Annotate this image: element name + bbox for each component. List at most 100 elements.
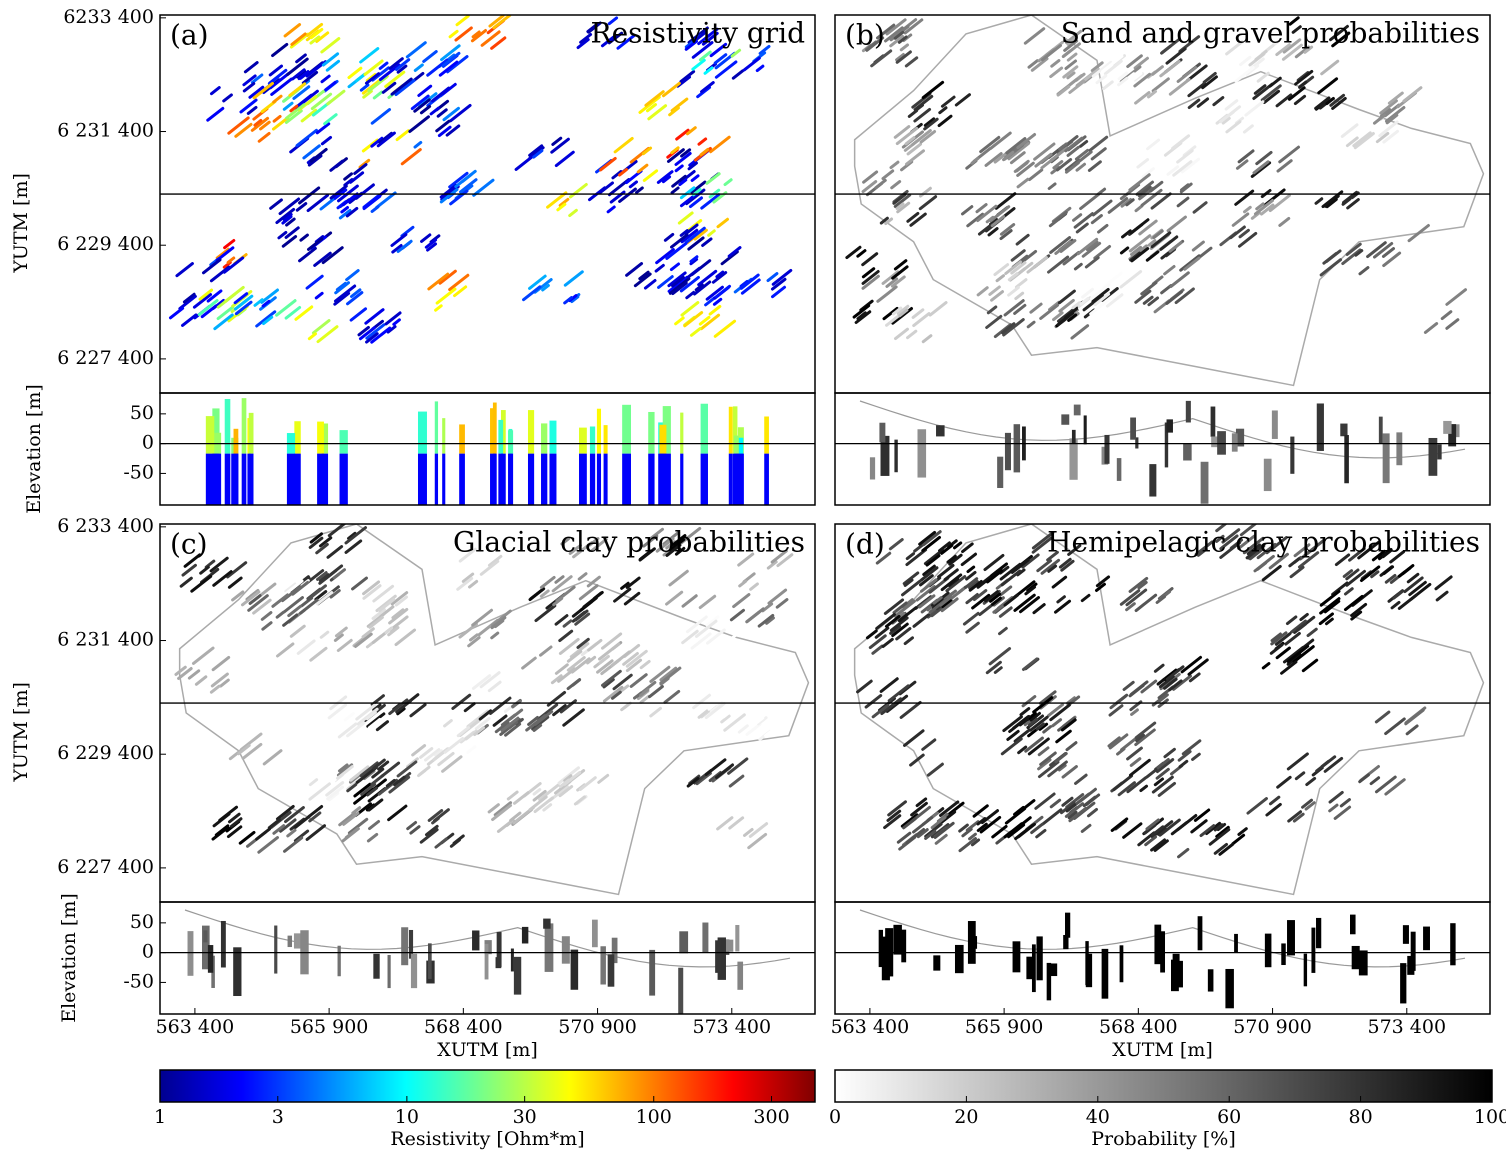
map-stroke	[1150, 231, 1172, 249]
x-tick-label: 568 400	[424, 1016, 503, 1038]
map-stroke	[1010, 261, 1027, 275]
map-stroke	[282, 613, 299, 627]
map-stroke	[1219, 541, 1242, 559]
colorbar-tick-label: 30	[513, 1106, 537, 1128]
map-stroke	[874, 178, 887, 190]
map-stroke	[989, 131, 1012, 150]
map-stroke	[770, 277, 787, 291]
map-stroke	[365, 710, 377, 721]
map-stroke	[641, 146, 653, 156]
map-stroke	[1153, 777, 1165, 787]
map-stroke	[1328, 790, 1344, 804]
map-stroke	[1253, 554, 1275, 573]
map-image	[845, 15, 1485, 387]
map-stroke	[315, 122, 331, 135]
map-stroke	[1155, 758, 1175, 774]
map-stroke	[902, 571, 920, 586]
map-stroke	[635, 186, 644, 194]
map-stroke	[896, 831, 912, 844]
map-stroke	[723, 713, 746, 732]
map-stroke	[1018, 717, 1030, 727]
map-stroke	[295, 53, 307, 64]
map-stroke	[918, 195, 938, 211]
map-stroke	[299, 233, 309, 242]
map-stroke	[351, 576, 368, 591]
map-stroke	[1064, 307, 1079, 319]
map-stroke	[705, 628, 726, 645]
map-stroke	[892, 601, 908, 615]
map-stroke	[316, 325, 339, 344]
map-stroke	[1301, 798, 1314, 809]
map-stroke	[588, 537, 600, 547]
y-tick-label: 6 229 400	[57, 233, 154, 255]
map-stroke	[992, 596, 1005, 607]
map-stroke	[1065, 803, 1077, 813]
x-tick-label: 563 400	[156, 1016, 235, 1038]
map-stroke	[1265, 802, 1282, 817]
map-stroke	[999, 585, 1013, 597]
map-stroke	[320, 135, 333, 146]
map-stroke	[716, 217, 729, 229]
map-stroke	[551, 575, 573, 593]
map-stroke	[284, 582, 297, 593]
map-stroke	[1278, 216, 1291, 227]
section-bar-lower	[286, 453, 296, 505]
map-stroke	[514, 154, 535, 171]
map-stroke	[228, 812, 241, 824]
section-bar	[1004, 432, 1011, 471]
map-stroke	[1130, 708, 1139, 716]
section-bar	[201, 925, 210, 970]
map-stroke	[922, 564, 936, 576]
map-stroke	[1000, 322, 1016, 335]
map-stroke	[507, 720, 519, 730]
map-stroke	[388, 607, 409, 625]
section-bar-upper	[508, 430, 514, 454]
map-stroke	[601, 632, 623, 650]
section-bar	[1287, 920, 1295, 956]
map-stroke	[363, 59, 384, 76]
map-stroke	[958, 837, 977, 853]
map-stroke	[709, 42, 728, 58]
map-stroke	[366, 786, 378, 797]
map-stroke	[577, 572, 588, 581]
map-stroke	[905, 548, 928, 567]
map-stroke	[315, 591, 334, 606]
section-bar	[187, 931, 194, 976]
map-stroke	[268, 68, 288, 85]
map-stroke	[551, 136, 563, 146]
map-stroke	[1253, 199, 1274, 216]
section-y-tick-label: -50	[123, 970, 154, 992]
map-stroke	[620, 581, 630, 590]
map-stroke	[262, 315, 274, 326]
map-stroke	[579, 33, 593, 44]
map-stroke	[1020, 249, 1038, 264]
map-stroke	[1159, 235, 1179, 251]
map-stroke	[1102, 271, 1123, 288]
map-stroke	[642, 534, 659, 548]
map-stroke	[1093, 292, 1111, 307]
map-stroke	[921, 535, 941, 553]
map-stroke	[276, 642, 295, 658]
map-stroke	[852, 304, 871, 319]
map-stroke	[309, 27, 324, 40]
map-stroke	[756, 716, 768, 726]
map-stroke	[563, 774, 573, 783]
map-stroke	[464, 729, 478, 741]
map-stroke	[285, 217, 296, 227]
map-stroke	[316, 571, 328, 581]
map-stroke	[667, 275, 689, 293]
map-stroke	[289, 104, 299, 113]
section-bar-lower	[233, 453, 239, 505]
section-bar-lower	[589, 453, 596, 505]
map-stroke	[701, 237, 713, 247]
map-stroke	[533, 710, 554, 726]
map-stroke	[336, 763, 354, 777]
map-stroke	[366, 832, 379, 843]
map-stroke	[1268, 76, 1282, 88]
map-stroke	[1287, 810, 1303, 823]
map-stroke	[1135, 180, 1154, 196]
map-stroke	[386, 325, 397, 334]
map-stroke	[1194, 540, 1214, 556]
map-stroke	[371, 608, 386, 620]
y-tick-label: 6 227 400	[57, 347, 154, 369]
